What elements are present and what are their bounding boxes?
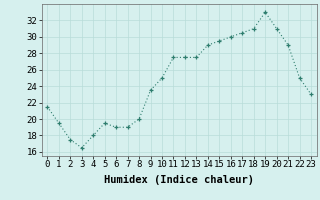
X-axis label: Humidex (Indice chaleur): Humidex (Indice chaleur)	[104, 175, 254, 185]
